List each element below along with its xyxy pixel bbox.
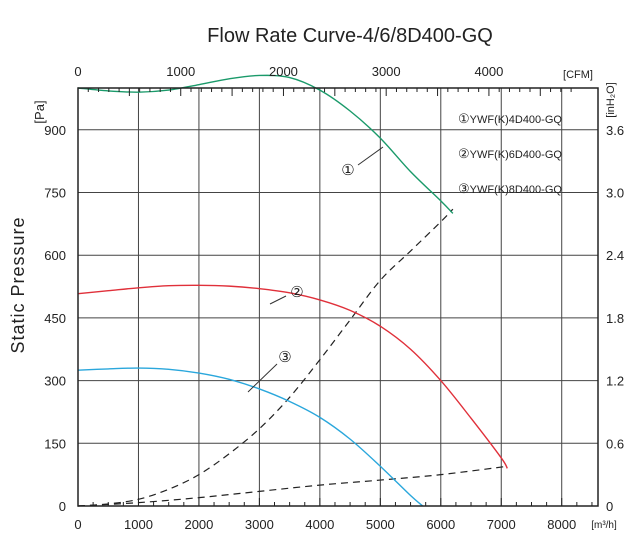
x2-tick-label: 2000 [269,64,298,79]
x-tick-label: 8000 [547,517,576,532]
callout-leader-3 [247,363,278,393]
y-unit-label: [Pa] [32,100,47,123]
legend-marker-1: ① [458,111,470,126]
y2-unit-label: [inH₂O] [605,82,617,117]
y2-tick-label: 3.0 [606,186,624,201]
system-curve-line [77,465,508,507]
y-tick-label: 450 [44,311,66,326]
callout-marker-2: ② [290,284,303,301]
axes [77,87,599,507]
series-line [77,74,454,214]
legend-marker-2: ② [458,146,470,161]
system-curves [77,208,508,507]
legend-label-1: YWF(K)4D400-GQ [470,114,563,126]
legend-entry-2: ②YWF(K)6D400-GQ [458,146,562,161]
x-tick-label: 1000 [124,517,153,532]
performance-curves [77,74,508,507]
x2-tick-label: 0 [74,64,81,79]
y2-tick-label: 3.6 [606,123,624,138]
callout-marker-1: ① [341,162,354,179]
legend-label-2: YWF(K)6D400-GQ [470,149,563,161]
legend-entry-3: ③YWF(K)8D400-GQ [458,181,562,196]
chart-title: Flow Rate Curve-4/6/8D400-GQ [207,25,493,47]
x2-tick-label: 3000 [372,64,401,79]
y2-tick-label: 0 [606,499,613,514]
y-tick-label: 0 [59,499,66,514]
x-tick-label: 4000 [305,517,334,532]
legend: ①YWF(K)4D400-GQ ②YWF(K)6D400-GQ ③YWF(K)8… [458,111,562,196]
legend-marker-3: ③ [458,181,470,196]
y-tick-label: 750 [44,186,66,201]
y2-tick-label: 1.8 [606,311,624,326]
curve-callouts: ① ② ③ [247,146,384,393]
x2-tick-label: 4000 [474,64,503,79]
x-tick-label: 7000 [487,517,516,532]
legend-entry-1: ①YWF(K)4D400-GQ [458,111,562,126]
x-tick-label: 6000 [426,517,455,532]
x2-tick-label: 1000 [166,64,195,79]
series-line [77,284,508,469]
tick-labels: 0 1000 2000 3000 4000 5000 6000 7000 80000150300… [44,64,624,532]
y2-tick-label: 0.6 [606,436,624,451]
system-curve-line [77,208,454,507]
x-tick-label: 0 [74,517,81,532]
y-tick-label: 900 [44,123,66,138]
y2-tick-label: 2.4 [606,248,624,263]
plot-frame [77,87,599,507]
x-tick-label: 5000 [366,517,395,532]
callout-marker-3: ③ [278,349,291,366]
x-tick-label: 2000 [184,517,213,532]
grid [78,88,598,506]
x2-unit-label: [CFM] [563,69,593,81]
series-line [77,367,424,507]
legend-label-3: YWF(K)8D400-GQ [470,184,563,196]
x-tick-label: 3000 [245,517,274,532]
callout-leader-2 [269,295,287,305]
y-tick-label: 300 [44,374,66,389]
callout-leader-1 [357,146,384,166]
x-unit-label: [m³/h] [591,520,617,531]
y2-tick-label: 1.2 [606,374,624,389]
y-tick-label: 600 [44,248,66,263]
y-axis-label: Static Pressure [8,216,28,353]
y-tick-label: 150 [44,436,66,451]
